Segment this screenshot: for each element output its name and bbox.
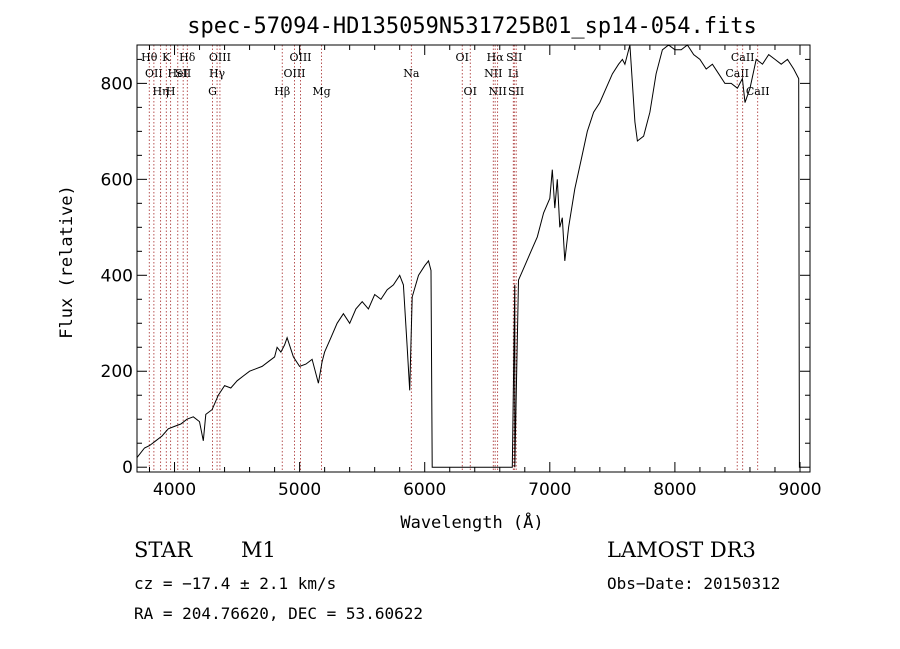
x-tick-label: 5000	[278, 480, 321, 500]
axis-ticks: 4000 5000 6000 7000 8000 9000 0 200 400 600 800	[101, 45, 822, 500]
line-marker-label: OI	[464, 85, 477, 98]
line-marker-label: Hθ	[141, 51, 158, 64]
y-axis-title: Flux (relative)	[57, 185, 77, 339]
coordinates-text: RA = 204.76620, DEC = 53.60622	[134, 604, 423, 623]
x-tick-label: 4000	[153, 480, 196, 500]
redshift-text: cz = −17.4 ± 2.1 km/s	[134, 574, 337, 593]
line-marker-label: Mg	[312, 85, 330, 98]
line-marker-label: CaII	[746, 85, 770, 98]
line-marker-label: Li	[508, 67, 519, 80]
y-tick-label: 0	[122, 458, 133, 478]
line-marker-label: Hβ	[274, 85, 290, 98]
line-marker-label: CaII	[731, 51, 755, 64]
y-tick-label: 200	[101, 362, 133, 382]
line-marker-label: G	[208, 85, 217, 98]
line-marker-label: OII	[145, 67, 163, 80]
x-tick-label: 8000	[653, 480, 696, 500]
spectral-line-markers: HθOIIHηKHHeISIIHδGHγOIIIHβOIIIOIIIMgNaOI…	[141, 45, 770, 472]
line-marker-label: Hδ	[179, 51, 196, 64]
line-marker-label: H	[166, 85, 176, 98]
y-tick-label: 800	[101, 74, 133, 94]
line-marker-label: SII	[175, 67, 191, 80]
line-marker-label: OI	[456, 51, 469, 64]
flux-curve	[136, 44, 801, 468]
plot-frame	[136, 44, 811, 473]
x-tick-label: 7000	[528, 480, 571, 500]
obs-date-text: Obs−Date: 20150312	[607, 574, 781, 593]
line-marker-label: Hγ	[209, 67, 226, 80]
line-marker-label: Hη	[153, 85, 169, 98]
line-marker-label: OIII	[209, 51, 231, 64]
line-marker-label: OIII	[283, 67, 305, 80]
line-marker-label: NII	[484, 67, 502, 80]
survey-label: LAMOST DR3	[607, 538, 756, 562]
y-tick-label: 400	[101, 266, 133, 286]
line-marker-label: Hα	[487, 51, 505, 64]
line-marker-label: CaII	[725, 67, 749, 80]
x-tick-label: 6000	[403, 480, 446, 500]
object-subclass-label: M1	[241, 538, 276, 562]
x-axis-title: Wavelength (Å)	[400, 511, 543, 533]
chart-title: spec-57094-HD135059N531725B01_sp14-054.f…	[187, 14, 757, 39]
x-tick-label: 9000	[778, 480, 821, 500]
line-marker-label: Na	[403, 67, 420, 80]
line-marker-label: OIII	[289, 51, 311, 64]
line-marker-label: SII	[508, 85, 524, 98]
line-marker-label: K	[162, 51, 171, 64]
line-marker-label: SII	[506, 51, 522, 64]
line-marker-label: NII	[488, 85, 506, 98]
y-tick-label: 600	[101, 170, 133, 190]
object-class-label: STAR	[134, 538, 193, 562]
